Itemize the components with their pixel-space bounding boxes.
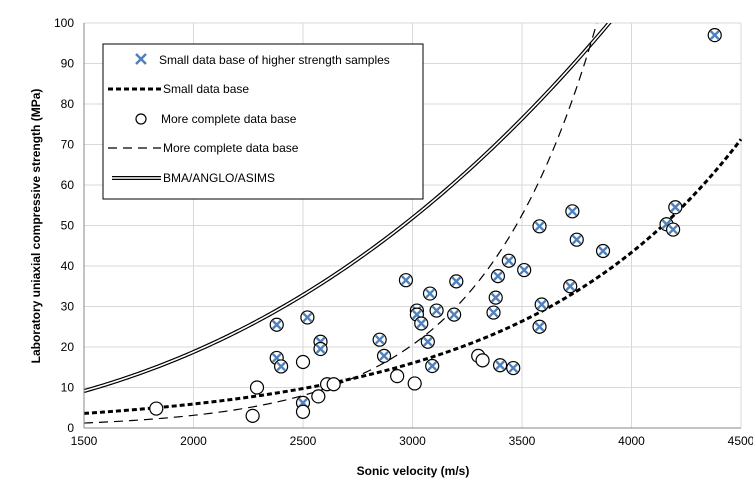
x-marker-point — [534, 297, 549, 312]
legend-item-x-markers: Small data base of higher strength sampl… — [135, 53, 390, 67]
x-marker-point — [429, 303, 444, 318]
legend-item-bma: BMA/ANGLO/ASIMS — [112, 171, 275, 185]
x-tick-label: 4000 — [618, 434, 645, 448]
legend-label-bma: BMA/ANGLO/ASIMS — [163, 171, 275, 185]
y-tick-label: 40 — [61, 259, 75, 273]
x-marker-point — [595, 243, 611, 259]
x-marker-point — [376, 348, 392, 364]
x-marker-point — [313, 341, 328, 357]
x-marker-point — [398, 273, 414, 288]
y-tick-label: 80 — [61, 97, 75, 111]
circle-point — [407, 376, 422, 391]
x-marker-point — [501, 253, 516, 268]
legend-item-circles: More complete data base — [135, 112, 297, 126]
x-marker-point — [420, 334, 435, 349]
y-tick-label: 10 — [61, 381, 75, 395]
x-marker-point — [532, 219, 547, 234]
x-marker-point — [447, 307, 462, 322]
legend-label-circles: More complete data base — [161, 112, 297, 126]
y-tick-label: 0 — [67, 421, 74, 435]
bma-curve-inner — [84, 23, 611, 392]
x-marker-point — [707, 28, 722, 43]
x-marker-point — [269, 317, 284, 332]
circle-point — [149, 401, 164, 416]
x-marker-point — [506, 360, 521, 376]
legend-label-x-markers: Small data base of higher strength sampl… — [159, 53, 390, 67]
x-axis-ticks: 1500 2000 2500 3000 3500 4000 4500 — [71, 434, 753, 448]
x-marker-point — [493, 358, 508, 373]
x-marker-point — [565, 204, 580, 219]
x-marker-point — [569, 232, 584, 247]
x-tick-label: 4500 — [728, 434, 753, 448]
x-marker-point — [422, 286, 438, 301]
y-tick-label: 70 — [61, 138, 75, 152]
x-tick-label: 2500 — [290, 434, 317, 448]
circle-point — [249, 380, 265, 395]
x-tick-label: 2000 — [180, 434, 207, 448]
y-tick-label: 50 — [61, 219, 75, 233]
y-axis-title: Laboratory uniaxial compressive strength… — [29, 89, 43, 364]
x-tick-label: 3000 — [399, 434, 426, 448]
x-tick-label: 1500 — [71, 434, 98, 448]
x-marker-point — [274, 359, 289, 374]
x-marker-point — [486, 305, 501, 320]
x-marker-point — [425, 358, 440, 374]
legend-box — [102, 43, 424, 200]
legend: Small data base of higher strength sampl… — [102, 43, 424, 200]
small-database-curve — [84, 138, 743, 415]
data-points — [149, 28, 722, 423]
x-marker-icon — [135, 53, 147, 65]
circle-point — [245, 408, 260, 423]
circle-point — [475, 353, 490, 368]
x-marker-point — [372, 332, 387, 347]
axes — [83, 23, 741, 429]
x-marker-point — [517, 262, 532, 278]
more-complete-curve — [84, 23, 598, 424]
x-marker-point — [532, 319, 547, 334]
y-tick-label: 90 — [61, 57, 75, 71]
x-axis-title: Sonic velocity (m/s) — [357, 464, 470, 478]
circle-point — [390, 369, 405, 384]
circle-marker-icon — [135, 113, 147, 125]
x-marker-point — [300, 310, 315, 325]
y-tick-label: 30 — [61, 300, 75, 314]
circle-point — [311, 389, 326, 404]
curves — [84, 23, 743, 424]
y-tick-label: 100 — [54, 16, 74, 30]
x-marker-point — [563, 279, 578, 294]
x-marker-point — [414, 316, 429, 331]
x-marker-point — [488, 290, 503, 305]
y-tick-label: 60 — [61, 178, 75, 192]
x-tick-label: 3500 — [509, 434, 536, 448]
circle-point — [295, 404, 311, 419]
x-marker-point — [668, 200, 683, 215]
legend-label-small-database: Small data base — [163, 82, 249, 96]
x-marker-point — [449, 274, 464, 289]
legend-label-more-complete-curve: More complete data base — [163, 141, 299, 155]
circle-point — [295, 354, 311, 370]
circle-point — [326, 377, 341, 392]
legend-item-more-complete-curve: More complete data base — [108, 141, 299, 155]
x-marker-point — [490, 269, 506, 284]
legend-item-small-database: Small data base — [108, 82, 249, 96]
y-axis-ticks: 0 10 20 30 40 50 60 70 80 90 100 — [54, 16, 74, 435]
y-tick-label: 20 — [61, 340, 75, 354]
x-marker-point — [666, 222, 681, 237]
